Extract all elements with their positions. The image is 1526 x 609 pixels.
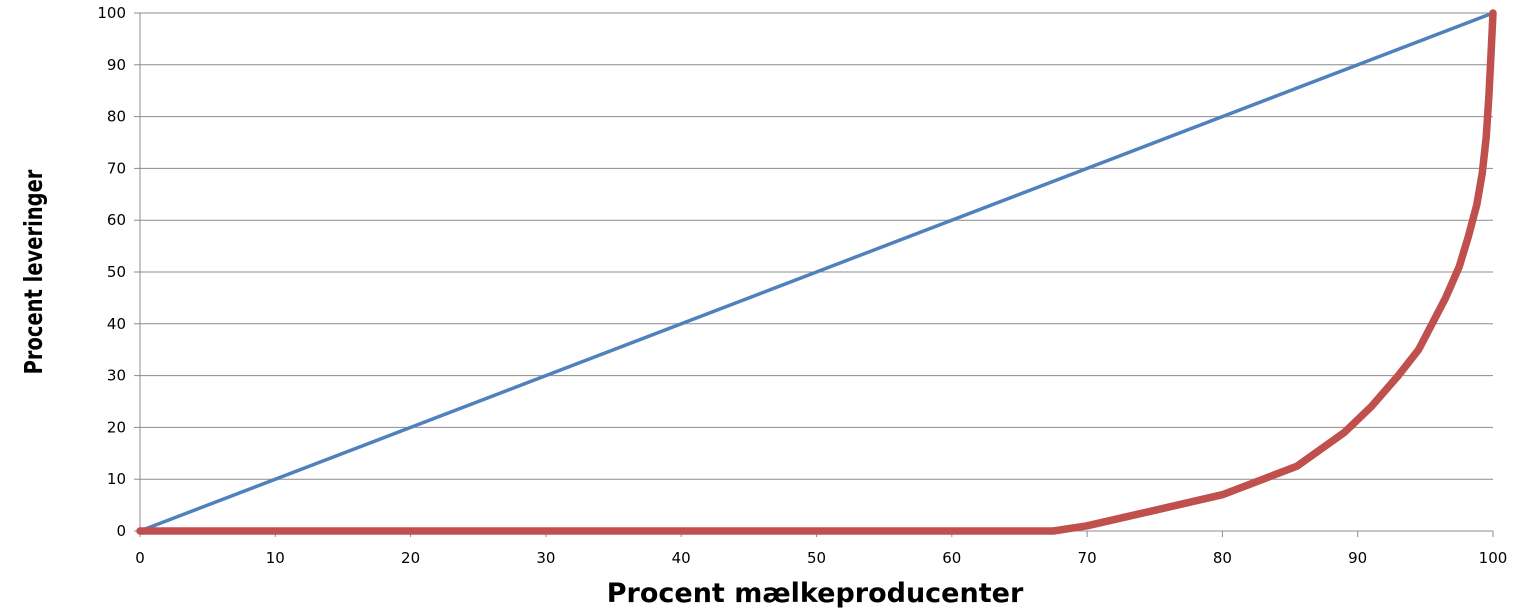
y-tick-label-30: 30 (107, 367, 126, 385)
gridlines (140, 12, 1493, 480)
series-layer (136, 9, 1497, 535)
x-tick-label-30: 30 (536, 549, 555, 567)
x-tick-label-20: 20 (401, 549, 420, 567)
x-tick-label-60: 60 (942, 549, 961, 567)
series-line-1 (138, 11, 1495, 533)
y-axis-title: Procent leveringer (20, 170, 49, 375)
x-tick-label-70: 70 (1078, 549, 1097, 567)
y-tick-label-90: 90 (107, 56, 126, 74)
y-tick-label-40: 40 (107, 315, 126, 333)
x-tick-label-40: 40 (672, 549, 691, 567)
x-tick-label-90: 90 (1348, 549, 1367, 567)
x-axis-title: Procent mælkeproducenter (607, 578, 1024, 609)
x-tick-label-10: 10 (266, 549, 285, 567)
y-tick-label-80: 80 (107, 108, 126, 126)
y-tick-labels: 0 10 20 30 40 50 60 70 80 90 100 (97, 4, 126, 540)
series-line-2 (136, 9, 1497, 535)
x-tick-label-0: 0 (135, 549, 145, 567)
y-tick-label-60: 60 (107, 211, 126, 229)
y-tick-label-50: 50 (107, 263, 126, 281)
y-tick-label-100: 100 (97, 4, 126, 22)
y-tick-label-10: 10 (107, 470, 126, 488)
x-tick-label-100: 100 (1479, 549, 1508, 567)
x-tick-label-50: 50 (807, 549, 826, 567)
y-tick-label-0: 0 (116, 522, 126, 540)
x-tick-label-80: 80 (1213, 549, 1232, 567)
y-tick-label-20: 20 (107, 418, 126, 436)
y-tick-label-70: 70 (107, 159, 126, 177)
x-tick-labels: 0 10 20 30 40 50 60 70 80 90 100 (135, 549, 1507, 567)
